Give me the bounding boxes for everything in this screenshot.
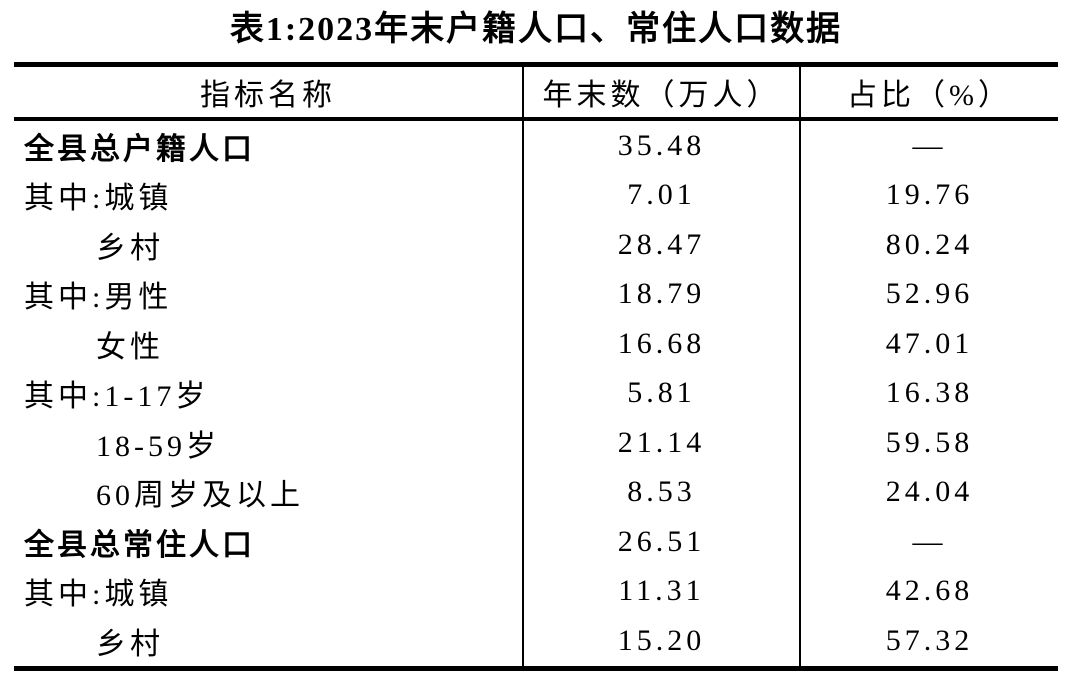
share-cell: 16.38 (799, 368, 1058, 418)
table-row: 60周岁及以上 8.53 24.04 (14, 467, 1058, 517)
indicator-cell: 全县总户籍人口 (24, 132, 255, 166)
table-body: 全县总户籍人口 35.48— 其中:城镇 7.01 19.76 乡村 28.47 80.24 其… (14, 119, 1058, 668)
value-cell: 21.14 (522, 418, 800, 468)
table-row: 其中:城镇 11.31 42.68 (14, 566, 1058, 616)
table-row: 乡村 15.20 57.32 (14, 616, 1058, 668)
share-cell: 80.24 (799, 220, 1058, 270)
table-header-row: 指标名称 年末数（万人） 占比（%） (14, 64, 1058, 121)
indicator-cell: 女性 (96, 330, 164, 364)
table-row: 女性 16.68 47.01 (14, 319, 1058, 369)
indicator-cell: 其中:城镇 (24, 182, 173, 216)
table-row: 其中:城镇 7.01 19.76 (14, 170, 1058, 220)
table-title: 表1:2023年末户籍人口、常住人口数据 (229, 11, 843, 48)
indicator-cell: 其中:1-17岁 (24, 380, 210, 414)
share-cell: 52.96 (799, 269, 1058, 319)
indicator-cell: 其中:城镇 (24, 578, 173, 612)
indicator-cell: 60周岁及以上 (96, 479, 304, 513)
table-row: 全县总户籍人口 35.48— (14, 119, 1058, 171)
share-cell: 42.68 (799, 566, 1058, 616)
table-row: 全县总常住人口 26.51— (14, 517, 1058, 567)
table-row: 乡村 28.47 80.24 (14, 220, 1058, 270)
share-cell: 57.32 (799, 616, 1058, 668)
value-cell: 11.31 (522, 566, 800, 616)
share-cell: 47.01 (799, 319, 1058, 369)
value-cell: 26.51 (522, 517, 800, 567)
value-cell: 16.68 (522, 319, 800, 369)
indicator-cell: 乡村 (96, 231, 164, 265)
value-cell: 28.47 (522, 220, 800, 270)
value-cell: 18.79 (522, 269, 800, 319)
value-cell: 5.81 (522, 368, 800, 418)
table-row: 18-59岁 21.14 59.58 (14, 418, 1058, 468)
column-header-indicator: 指标名称 (14, 64, 523, 121)
table-row: 其中:1-17岁 5.81 16.38 (14, 368, 1058, 418)
table-row: 其中:男性 18.79 52.96 (14, 269, 1058, 319)
indicator-cell: 18-59岁 (96, 429, 220, 463)
share-cell: — (799, 119, 1058, 171)
share-cell: 24.04 (799, 467, 1058, 517)
share-cell: 19.76 (799, 170, 1058, 220)
column-header-value: 年末数（万人） (522, 64, 800, 121)
value-cell: 7.01 (522, 170, 800, 220)
population-table: 指标名称 年末数（万人） 占比（%） 全县总户籍人口 35.48— 其中:城镇 7.0… (14, 62, 1058, 671)
value-cell: 15.20 (522, 616, 800, 668)
value-cell: 35.48 (522, 119, 800, 171)
indicator-cell: 其中:男性 (24, 281, 173, 315)
column-header-share: 占比（%） (799, 64, 1058, 121)
indicator-cell: 乡村 (96, 627, 164, 661)
share-cell: 59.58 (799, 418, 1058, 468)
share-cell: — (799, 517, 1058, 567)
indicator-cell: 全县总常住人口 (24, 528, 255, 562)
value-cell: 8.53 (522, 467, 800, 517)
